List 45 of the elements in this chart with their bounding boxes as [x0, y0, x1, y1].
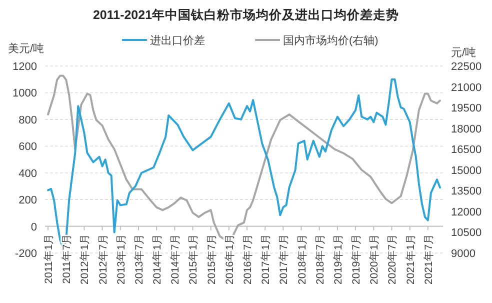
y-tick-label: 200 [18, 194, 37, 207]
x-tick-label: 2015年1月 [188, 233, 200, 284]
x-tick-label: 2015年7月 [206, 233, 218, 284]
x-tick-label: 2020年7月 [386, 233, 399, 284]
y-tick-label: 800 [18, 114, 37, 126]
x-tick-label: 2013年7月 [133, 233, 146, 284]
x-tick-label: 2013年1月 [115, 233, 128, 284]
x-tick-label: 2017年1月 [260, 233, 272, 284]
y2-tick-label: 10500 [451, 227, 482, 240]
y-tick-label: 600 [18, 141, 37, 154]
x-tick-label: 2018年1月 [296, 233, 308, 284]
y-axis-title: 美元/吨 [8, 42, 44, 55]
x-tick-label: 2019年1月 [332, 233, 344, 284]
y2-tick-label: 22500 [451, 61, 482, 73]
y2-tick-label: 12000 [451, 206, 482, 218]
y2-tick-label: 21000 [451, 82, 482, 94]
x-tick-label: 2014年7月 [170, 233, 182, 284]
x-tick-label: 2019年7月 [350, 233, 363, 284]
y2-tick-label: 18000 [451, 123, 482, 136]
x-tick-label: 2017年7月 [278, 233, 290, 284]
legend-label: 国内市场均价(右轴) [283, 34, 378, 47]
x-tick-label: 2012年7月 [97, 233, 110, 284]
y2-tick-label: 13500 [451, 186, 482, 198]
y-tick-label: 1200 [12, 61, 37, 73]
chart-title: 2011-2021年中国钛白粉市场均价及进出口均价差走势 [92, 7, 400, 22]
y2-axis-title: 元/吨 [451, 46, 476, 59]
x-tick-label: 2011年1月 [43, 233, 56, 284]
x-tick-label: 2011年7月 [61, 233, 74, 284]
x-tick-label: 2016年7月 [242, 233, 254, 284]
x-tick-label: 2018年7月 [314, 233, 326, 284]
y2-tick-label: 9000 [451, 248, 476, 260]
x-tick-label: 2014年1月 [152, 233, 164, 284]
y-tick-label: -200 [14, 248, 37, 260]
y-tick-label: 400 [18, 168, 37, 180]
y2-tick-label: 19500 [451, 102, 482, 115]
x-tick-label: 2021年1月 [404, 233, 417, 284]
y-tick-label: 1000 [12, 88, 37, 100]
x-tick-label: 2021年7月 [422, 233, 435, 284]
x-tick-label: 2012年1月 [79, 233, 92, 284]
legend-label: 进出口价差 [150, 34, 205, 47]
y-tick-label: 0 [30, 221, 37, 234]
x-tick-label: 2016年1月 [224, 233, 236, 284]
y2-tick-label: 16500 [451, 144, 482, 156]
y2-tick-label: 15000 [451, 164, 482, 177]
x-tick-label: 2020年1月 [368, 233, 381, 284]
